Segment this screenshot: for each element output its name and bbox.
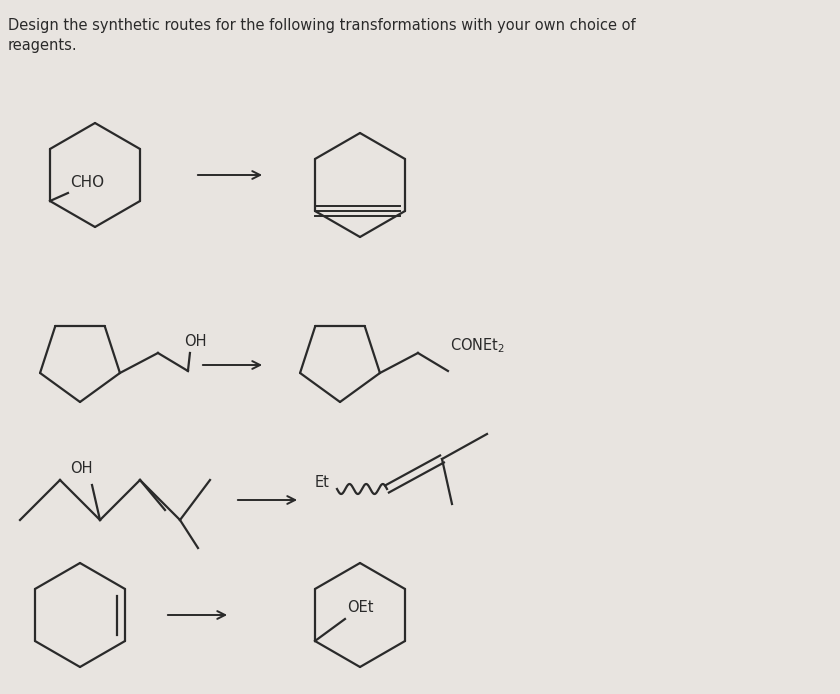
Text: CHO: CHO	[70, 175, 104, 190]
Text: OEt: OEt	[347, 600, 374, 615]
Text: OH: OH	[184, 334, 207, 349]
Text: Design the synthetic routes for the following transformations with your own choi: Design the synthetic routes for the foll…	[8, 18, 636, 33]
Text: reagents.: reagents.	[8, 38, 77, 53]
Text: Et: Et	[315, 475, 330, 490]
Text: OH: OH	[70, 461, 92, 476]
Text: CONEt$_2$: CONEt$_2$	[450, 337, 505, 355]
